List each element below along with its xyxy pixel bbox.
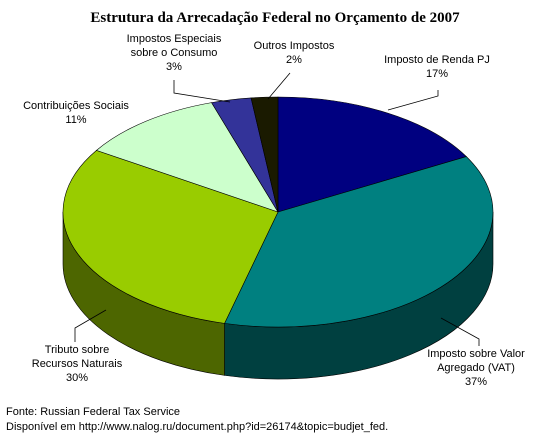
pie-slice-imposto-sobre-valor-agregado-vat	[224, 156, 494, 328]
label-percent: 2%	[286, 54, 302, 66]
leader-outros-impostos	[267, 72, 291, 100]
label-name: Contribuições Sociais	[23, 100, 129, 112]
leader-impostos-especiais	[173, 80, 231, 103]
pie-slices	[62, 96, 494, 328]
label-contribuicoes-sociais: Contribuições Sociais 11%	[16, 99, 136, 127]
label-imposto-renda-pj: Imposto de Renda PJ 17%	[372, 53, 502, 81]
source-note: Fonte: Russian Federal Tax Service	[6, 406, 181, 418]
leader-imposto-valor-agregado	[440, 317, 480, 346]
label-imposto-valor-agregado: Imposto sobre Valor Agregado (VAT) 37%	[411, 347, 541, 389]
label-outros-impostos: Outros Impostos 2%	[244, 39, 344, 67]
leader-tributo-recursos	[74, 309, 107, 342]
label-percent: 11%	[65, 114, 87, 126]
label-name-line1: Impostos Especiais	[126, 33, 222, 45]
label-name-line2: sobre o Consumo	[130, 47, 218, 59]
label-impostos-especiais: Impostos Especiais sobre o Consumo 3%	[114, 32, 234, 74]
label-name-line1: Imposto sobre Valor	[427, 348, 525, 360]
label-name: Outros Impostos	[253, 40, 335, 52]
label-percent: 30%	[65, 372, 89, 384]
pie-slice-imposto-de-renda-pj	[277, 96, 467, 213]
label-name-line2: Agregado (VAT)	[437, 362, 515, 374]
source-url: Disponível em http://www.nalog.ru/docume…	[6, 421, 389, 433]
leader-imposto-renda-pj	[387, 90, 439, 111]
label-name-line1: Tributo sobre	[44, 344, 110, 356]
label-name: Imposto de Renda PJ	[384, 54, 490, 66]
label-percent: 37%	[464, 376, 488, 388]
label-percent: 3%	[166, 61, 182, 73]
pie-slice-tributo-sobre-recursos-naturais	[62, 150, 279, 324]
pie-slice-outros-impostos	[250, 96, 279, 213]
label-tributo-recursos-naturais: Tributo sobre Recursos Naturais 30%	[17, 343, 137, 385]
chart-title: Estrutura da Arrecadação Federal no Orça…	[90, 10, 460, 26]
pie-slice-contribuicoes-sociais	[95, 102, 279, 213]
leader-lines	[74, 72, 480, 346]
label-name-line2: Recursos Naturais	[31, 358, 123, 370]
label-percent: 17%	[425, 68, 449, 80]
